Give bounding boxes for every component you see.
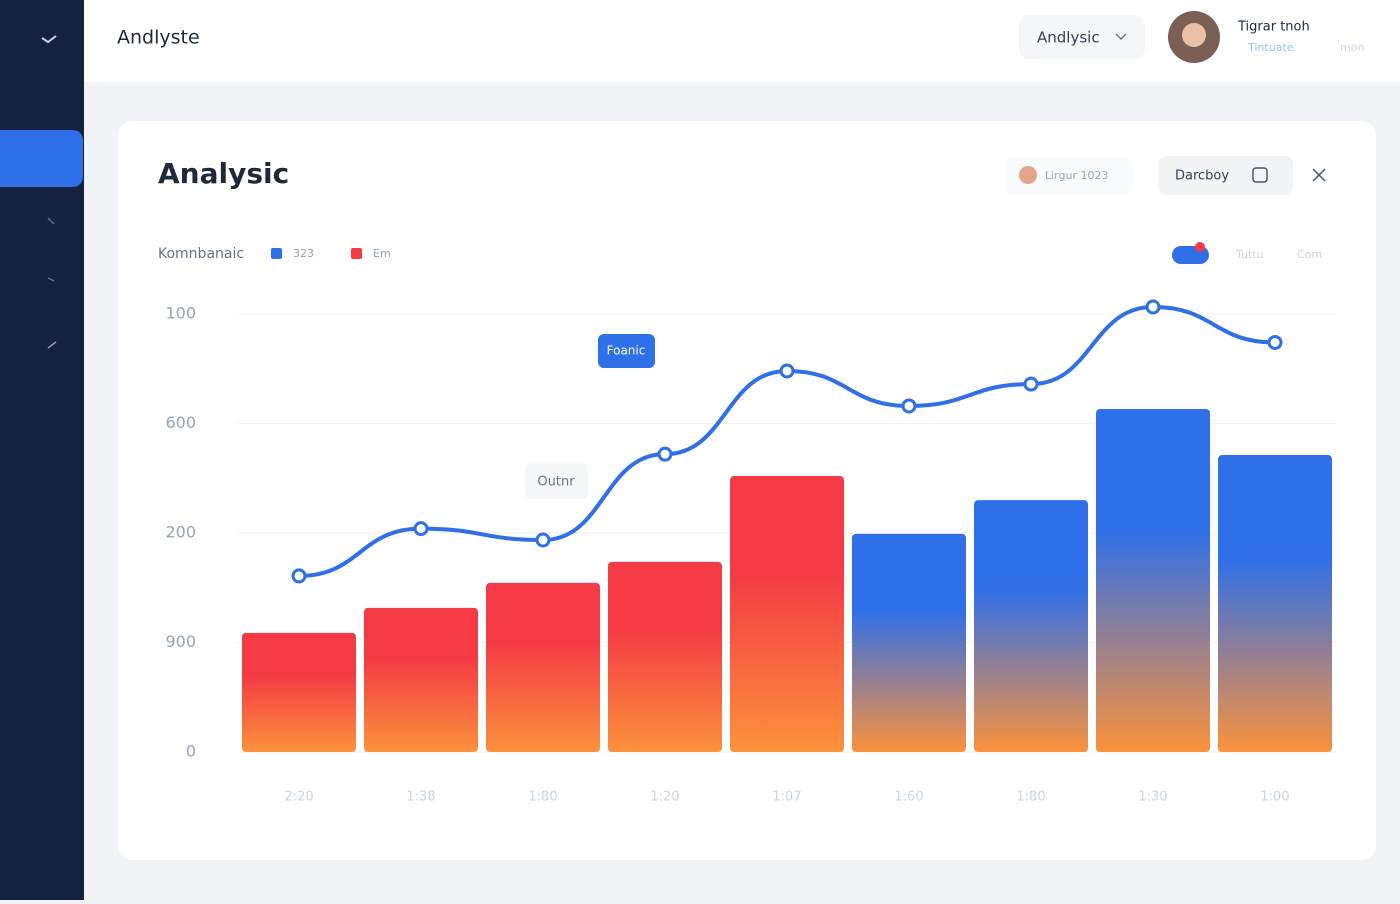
chip[interactable]: [1005, 157, 1133, 195]
close-icon[interactable]: [1312, 168, 1326, 182]
line-point: [291, 568, 307, 584]
y-tick-label: 200: [165, 523, 196, 542]
bar: [1096, 409, 1210, 752]
button-label: Darcboy: [1175, 169, 1229, 184]
annotation-badge: [525, 463, 588, 499]
line-point: [1023, 376, 1039, 392]
dropdown[interactable]: [1019, 15, 1145, 59]
bar: [608, 561, 722, 752]
x-tick-label: 1:80: [528, 790, 557, 805]
page-title: Andlyste: [117, 27, 200, 49]
y-tick-label: 100: [165, 304, 196, 323]
line-point: [413, 521, 429, 537]
annotation: Outnr: [537, 475, 575, 490]
bar: [1218, 455, 1332, 752]
avatar-face: [1182, 23, 1206, 47]
chip-icon: [1019, 166, 1037, 184]
x-tick-label: 1:80: [1016, 790, 1045, 805]
button-icon: [1252, 167, 1268, 183]
line-point: [901, 398, 917, 414]
line-point: [779, 363, 795, 379]
x-tick-label: 1:38: [406, 790, 435, 805]
nav-icon[interactable]: [47, 277, 55, 282]
legend-label: 323: [293, 247, 314, 260]
x-tick-label: 1:07: [772, 790, 801, 805]
bar: [486, 582, 600, 752]
legend-title: Komnbanaic: [158, 246, 244, 262]
user-status: Tintuate: [1247, 41, 1294, 54]
toggle-label[interactable]: Com: [1297, 248, 1322, 261]
nav-active[interactable]: [0, 130, 83, 187]
x-tick-label: 1:30: [1138, 790, 1167, 805]
bar: [974, 500, 1088, 752]
y-tick-label: 600: [165, 413, 196, 432]
bar: [364, 607, 478, 752]
line-point: [1145, 299, 1161, 315]
annotation-badge: [598, 334, 655, 368]
bar: [242, 632, 356, 752]
y-tick-label: 0: [186, 742, 196, 761]
card-title: Analysic: [158, 157, 289, 190]
legend-swatch: [351, 248, 362, 259]
line-point: [1267, 334, 1283, 350]
y-tick-label: 900: [165, 632, 196, 651]
toggle-dot: [1195, 242, 1205, 252]
bar: [852, 533, 966, 752]
x-tick-label: 2:20: [284, 790, 313, 805]
line-point: [657, 446, 673, 462]
nav-icon[interactable]: [47, 341, 57, 349]
user-name: Tigrar tnoh: [1237, 20, 1310, 35]
legend-swatch: [271, 248, 282, 259]
x-tick-label: 1:00: [1260, 790, 1289, 805]
bar: [730, 476, 844, 752]
user-extra: mon: [1340, 41, 1364, 54]
toggle-label[interactable]: Tuttu: [1235, 248, 1264, 261]
annotation: Foanic: [607, 344, 646, 358]
dropdown-label: Andlysic: [1037, 29, 1100, 47]
line-point: [535, 532, 551, 548]
nav-icon[interactable]: [47, 217, 55, 225]
button[interactable]: [1158, 156, 1293, 195]
chip-label: Lirgur 1023: [1045, 169, 1108, 182]
x-tick-label: 1:60: [894, 790, 923, 805]
chevron: [1115, 33, 1127, 41]
legend-label: Em: [373, 247, 391, 260]
logo-icon: [41, 35, 57, 44]
x-tick-label: 1:20: [650, 790, 679, 805]
